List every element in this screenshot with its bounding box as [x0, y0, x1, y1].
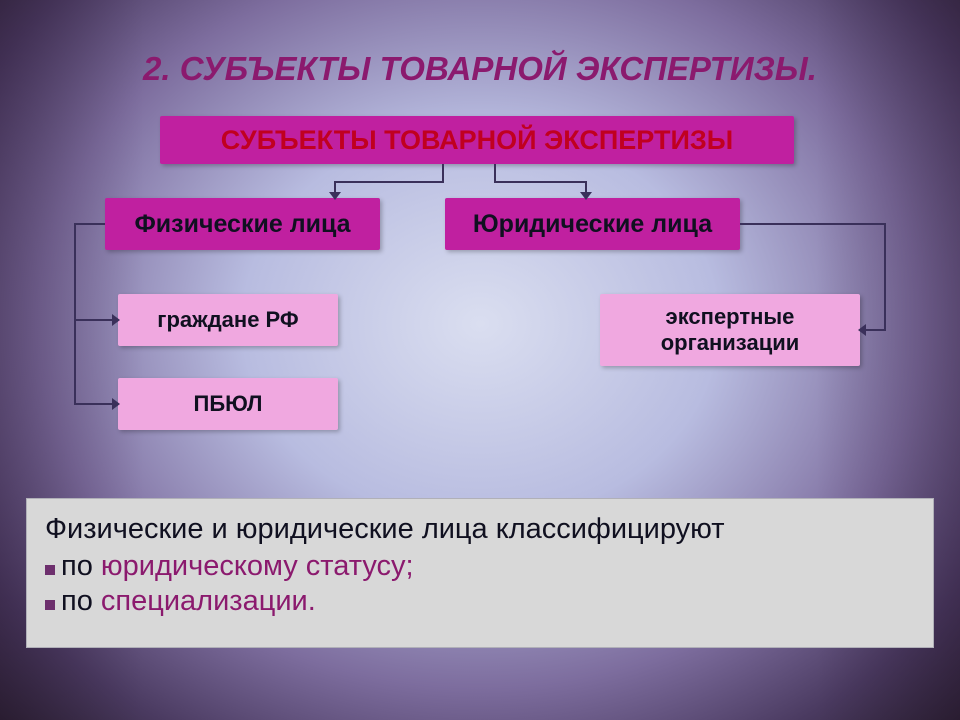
node-expert-orgs-line2: организации	[661, 330, 800, 356]
node-root-label: СУБЪЕКТЫ ТОВАРНОЙ ЭКСПЕРТИЗЫ	[221, 125, 733, 156]
classification-note: Физические и юридические лица классифици…	[26, 498, 934, 648]
bullet-icon	[45, 565, 55, 575]
node-legal: Юридические лица	[445, 198, 740, 250]
node-expert-orgs: экспертные организации	[600, 294, 860, 366]
bullet-text: по юридическому статусу;	[61, 550, 414, 583]
node-expert-orgs-line1: экспертные	[661, 304, 800, 330]
slide-title: 2. СУБЪЕКТЫ ТОВАРНОЙ ЭКСПЕРТИЗЫ.	[40, 50, 920, 88]
bullet-icon	[45, 600, 55, 610]
node-pbul: ПБЮЛ	[118, 378, 338, 430]
node-physical: Физические лица	[105, 198, 380, 250]
node-citizens: граждане РФ	[118, 294, 338, 346]
node-legal-label: Юридические лица	[473, 210, 712, 239]
node-pbul-label: ПБЮЛ	[194, 391, 263, 417]
node-root: СУБЪЕКТЫ ТОВАРНОЙ ЭКСПЕРТИЗЫ	[160, 116, 794, 164]
node-citizens-label: граждане РФ	[157, 307, 298, 333]
bullet-text: по специализации.	[61, 585, 316, 618]
node-physical-label: Физические лица	[134, 210, 350, 239]
bullet-row: по специализации.	[45, 585, 915, 618]
bullet-row: по юридическому статусу;	[45, 550, 915, 583]
note-line1: Физические и юридические лица классифици…	[45, 513, 915, 546]
